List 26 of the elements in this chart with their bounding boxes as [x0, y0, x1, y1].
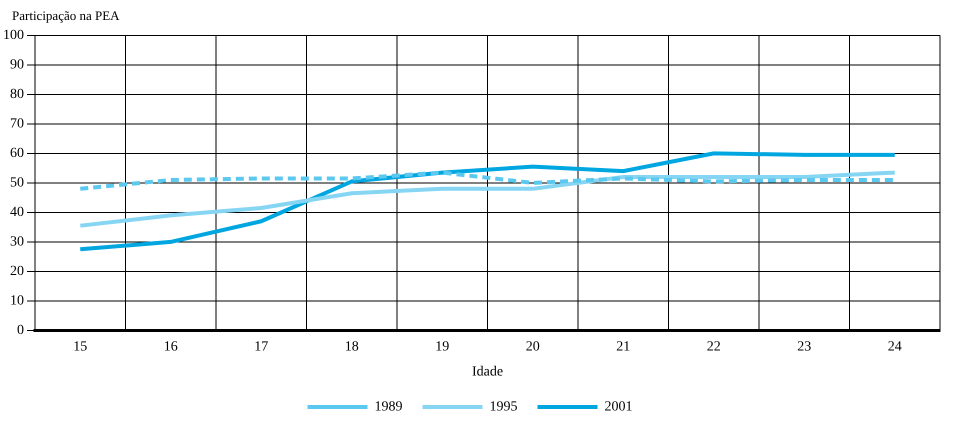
x-tick-label: 24 — [888, 339, 902, 354]
x-tick-label: 19 — [435, 339, 450, 354]
x-tick-label: 20 — [526, 339, 540, 354]
y-tick-label: 70 — [10, 116, 24, 132]
y-tick-label: 40 — [10, 205, 24, 220]
x-tick-label: 22 — [706, 339, 721, 354]
x-tick-label: 15 — [73, 339, 88, 354]
y-tick-label: 90 — [10, 58, 24, 73]
x-tick-label: 17 — [254, 339, 268, 354]
legend-label: 2001 — [604, 400, 632, 415]
y-tick-label: 10 — [10, 294, 24, 309]
y-tick-label: 50 — [10, 176, 24, 191]
legend-label: 1989 — [374, 400, 402, 415]
y-tick-label: 100 — [3, 28, 24, 44]
x-axis-title: Idade — [472, 364, 504, 380]
y-axis-title: Participação na PEA — [12, 8, 120, 24]
x-tick-label: 16 — [164, 339, 178, 354]
y-tick-label: 30 — [10, 234, 24, 250]
y-tick-label: 20 — [10, 264, 24, 280]
x-tick-label: 23 — [797, 339, 812, 354]
y-tick-label: 80 — [10, 87, 24, 102]
x-tick-label: 21 — [616, 339, 630, 354]
y-tick-label: 0 — [17, 323, 24, 338]
y-tick-label: 60 — [10, 146, 24, 162]
legend-label: 1995 — [490, 400, 518, 415]
x-tick-label: 18 — [344, 339, 359, 354]
